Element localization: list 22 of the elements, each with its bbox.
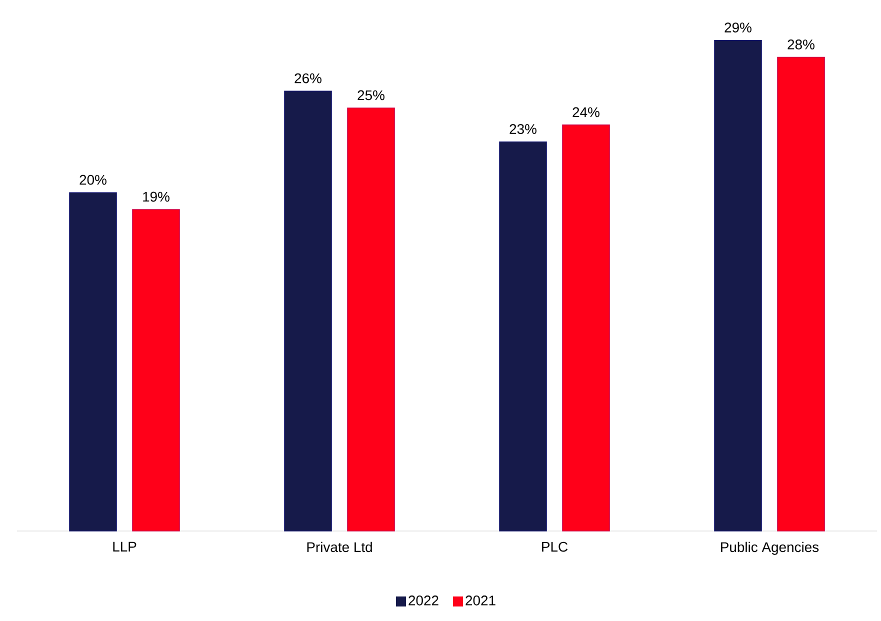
legend-label: 2022 (408, 596, 438, 606)
x-tick-label: PLC (542, 542, 568, 552)
bar (132, 209, 180, 532)
data-label: 19% (143, 192, 170, 202)
data-label: 20% (80, 174, 106, 185)
x-tick-label: Private Ltd (307, 542, 372, 552)
legend-label: 2021 (466, 596, 496, 606)
bar (777, 56, 825, 532)
bar (347, 108, 395, 532)
data-label: 26% (294, 73, 322, 84)
bar (69, 192, 117, 532)
data-label: 28% (788, 40, 814, 50)
bar (562, 124, 610, 532)
bar (714, 40, 762, 532)
x-tick-label: LLP (113, 542, 136, 552)
bar (499, 141, 547, 532)
data-label: 23% (510, 124, 536, 134)
bar (284, 90, 332, 532)
data-label: 25% (358, 90, 384, 100)
data-label: 29% (724, 22, 752, 32)
data-label: 24% (572, 107, 600, 118)
x-tick-label: Public Agencies (721, 542, 819, 555)
